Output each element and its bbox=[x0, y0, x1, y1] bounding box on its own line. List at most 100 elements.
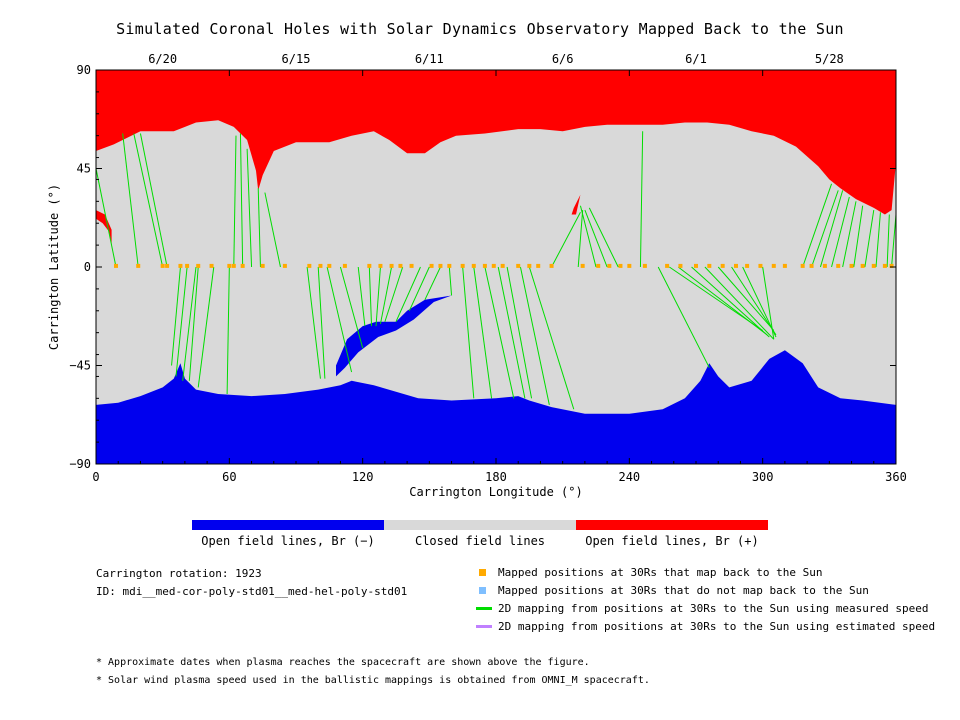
legend-swatch-estimated bbox=[476, 625, 492, 628]
mapped-point-20 bbox=[398, 263, 403, 268]
mapping-line-25 bbox=[408, 266, 430, 311]
mapping-line-37 bbox=[579, 205, 597, 268]
mapping-line-4 bbox=[171, 266, 181, 366]
small-positive-patch-1 bbox=[571, 194, 581, 215]
mapped-point-32 bbox=[536, 263, 541, 268]
x-tick-label-120: 120 bbox=[352, 470, 374, 484]
top-date-label-5: 5/28 bbox=[815, 52, 844, 66]
mapping-line-44 bbox=[691, 266, 770, 338]
mapping-line-9 bbox=[226, 266, 230, 394]
mapped-point-40 bbox=[665, 263, 670, 268]
mapping-line-33 bbox=[519, 266, 550, 406]
mapping-line-5 bbox=[175, 266, 188, 377]
x-tick-label-300: 300 bbox=[752, 470, 774, 484]
mapping-line-55 bbox=[853, 205, 864, 268]
legend-swatch-mapped bbox=[479, 569, 486, 576]
mapping-line-12 bbox=[246, 148, 253, 268]
top-date-label-3: 6/6 bbox=[552, 52, 574, 66]
mapping-line-51 bbox=[811, 190, 839, 268]
colorbar-open-positive bbox=[576, 520, 768, 530]
mapping-line-35 bbox=[551, 212, 581, 268]
mapped-point-27 bbox=[482, 263, 487, 268]
model-id-text: ID: mdi__med-cor-poly-std01__med-hel-pol… bbox=[96, 585, 408, 598]
mapping-line-18 bbox=[339, 266, 364, 349]
mapping-line-56 bbox=[864, 210, 875, 268]
mapped-point-2 bbox=[160, 263, 165, 268]
mapped-point-26 bbox=[471, 263, 476, 268]
mapped-point-53 bbox=[836, 263, 841, 268]
mapping-line-46 bbox=[717, 266, 775, 331]
mapping-line-0 bbox=[95, 168, 117, 268]
mapping-line-47 bbox=[731, 266, 777, 336]
mapped-point-29 bbox=[500, 263, 505, 268]
y-tick-label-45: 45 bbox=[77, 162, 91, 176]
mapped-point-56 bbox=[871, 263, 876, 268]
mapped-point-9 bbox=[231, 263, 236, 268]
mapped-point-37 bbox=[618, 263, 623, 268]
x-tick-label-240: 240 bbox=[618, 470, 640, 484]
mapping-line-8 bbox=[197, 266, 215, 388]
mapping-line-15 bbox=[306, 266, 321, 379]
mapped-point-51 bbox=[809, 263, 814, 268]
mapping-line-48 bbox=[742, 266, 777, 338]
y-tick-label-0: 0 bbox=[84, 260, 91, 274]
mapping-line-34 bbox=[528, 266, 575, 410]
mapping-line-2 bbox=[133, 133, 164, 268]
legend-swatch-measured bbox=[476, 607, 492, 610]
x-tick-label-0: 0 bbox=[92, 470, 99, 484]
mapped-point-15 bbox=[327, 263, 332, 268]
mapping-line-45 bbox=[704, 266, 775, 340]
axes: 0 60 120 180 240 300 360 −90 −45 0 45 90 6/20 6/15 6/1… bbox=[47, 52, 907, 499]
mapped-point-28 bbox=[491, 263, 496, 268]
y-tick-label-90: 90 bbox=[77, 63, 91, 77]
mapped-point-58 bbox=[889, 263, 894, 268]
mapped-point-16 bbox=[342, 263, 347, 268]
mapped-point-25 bbox=[460, 263, 465, 268]
mapping-line-23 bbox=[384, 266, 404, 322]
legend: Mapped positions at 30Rs that map back t… bbox=[476, 566, 936, 646]
mapping-line-30 bbox=[484, 266, 515, 399]
mapped-point-17 bbox=[367, 263, 372, 268]
carrington-rotation-text: Carrington rotation: 1923 bbox=[96, 567, 262, 580]
mapping-line-40 bbox=[639, 131, 644, 268]
mapped-point-42 bbox=[694, 263, 698, 268]
mapping-line-7 bbox=[188, 266, 199, 381]
mapping-line-41 bbox=[657, 266, 710, 368]
mapping-line-36 bbox=[577, 210, 584, 268]
mapping-line-19 bbox=[357, 266, 366, 327]
mapped-point-45 bbox=[734, 263, 738, 268]
mapped-point-31 bbox=[527, 263, 532, 268]
mapped-point-0 bbox=[114, 263, 118, 268]
mapped-point-18 bbox=[378, 263, 383, 268]
mapped-point-44 bbox=[720, 263, 725, 268]
mapping-line-50 bbox=[802, 183, 833, 268]
mapping-line-49 bbox=[762, 266, 775, 340]
mapped-point-12 bbox=[282, 263, 287, 268]
mapping-line-38 bbox=[584, 209, 608, 268]
mapped-point-3 bbox=[165, 263, 170, 268]
mapped-point-34 bbox=[580, 263, 585, 268]
mapped-point-48 bbox=[771, 263, 776, 268]
mapping-line-31 bbox=[497, 266, 526, 399]
mapped-point-54 bbox=[849, 263, 854, 268]
mapped-point-13 bbox=[307, 263, 312, 268]
colorbar-label-positive: Open field lines, Br (+) bbox=[585, 534, 759, 548]
plot-area bbox=[95, 70, 897, 464]
mapped-point-7 bbox=[209, 263, 214, 268]
mapping-line-1 bbox=[122, 133, 139, 268]
legend-label-mapped: Mapped positions at 30Rs that map back t… bbox=[498, 566, 823, 579]
mapped-point-46 bbox=[745, 263, 750, 268]
mapped-point-30 bbox=[516, 263, 521, 268]
mapped-point-19 bbox=[389, 263, 394, 268]
south-open-field-negative bbox=[96, 350, 896, 464]
mapping-line-20 bbox=[368, 266, 373, 327]
x-tick-label-180: 180 bbox=[485, 470, 507, 484]
top-date-label-1: 6/15 bbox=[282, 52, 311, 66]
y-tick-label--90: −90 bbox=[69, 457, 91, 471]
mapped-point-49 bbox=[782, 263, 787, 268]
mapping-line-53 bbox=[831, 196, 850, 268]
mapping-line-10 bbox=[233, 135, 237, 268]
mapping-line-39 bbox=[588, 207, 619, 268]
y-axis-label: Carrington Latitude (°) bbox=[47, 184, 61, 350]
